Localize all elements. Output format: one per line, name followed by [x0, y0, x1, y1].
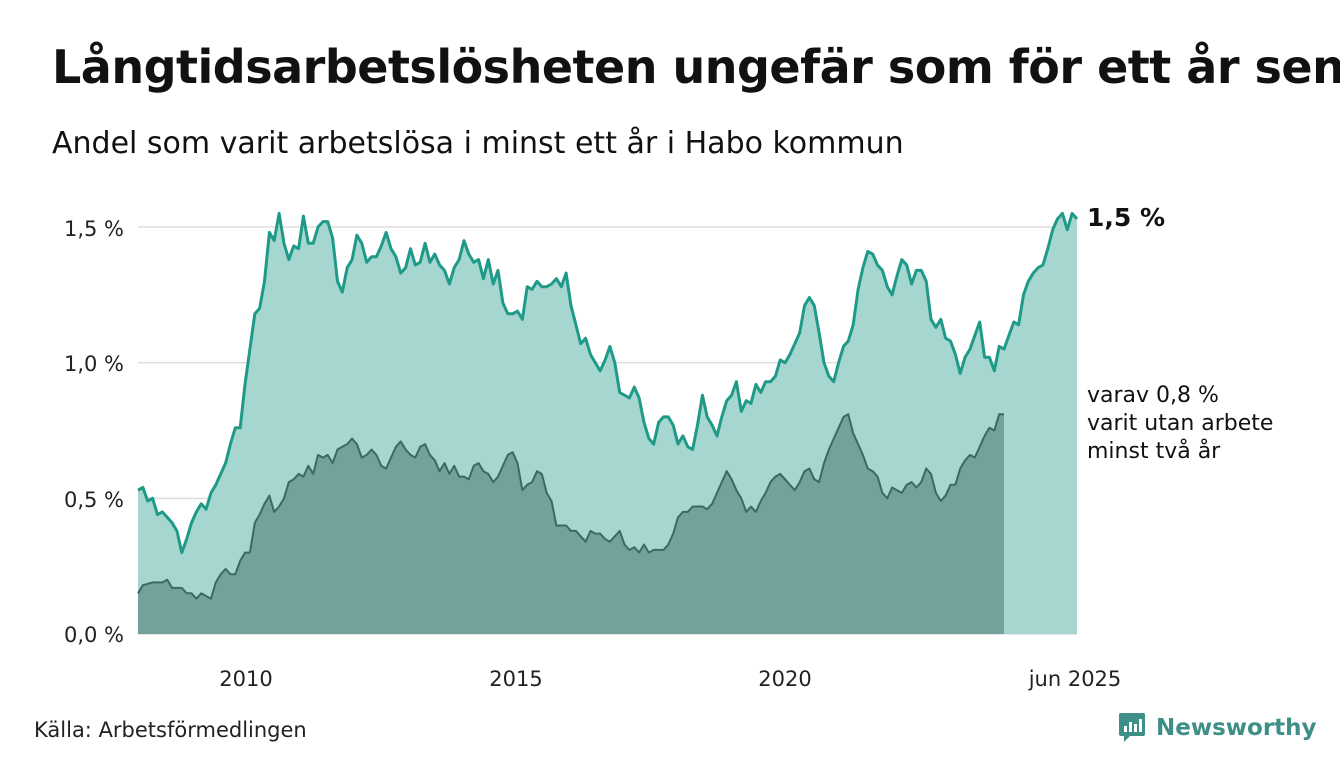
sub-series-label-line1: varav 0,8 %	[1087, 383, 1219, 408]
series-line-minst_ett_ar	[137, 211, 1079, 555]
sub-series-label-line3: minst två år	[1087, 438, 1221, 464]
brand-name: Newsworthy	[1156, 715, 1317, 741]
x-tick-label: 2015	[489, 667, 542, 691]
series-line-minst_tva_ar	[137, 413, 1004, 600]
series-area-minst_tva_ar	[138, 414, 1004, 634]
last-value-label: 1,5 %	[1087, 203, 1165, 232]
area-chart: 0,0 % 0,5 % 1,0 % 1,5 % 2010 2015 2020 j…	[64, 203, 1273, 691]
x-tick-label: jun 2025	[1028, 667, 1122, 691]
y-tick-label: 1,5 %	[64, 217, 124, 241]
sub-series-label-line2: varit utan arbete	[1087, 411, 1273, 436]
brand-logo: Newsworthy	[1118, 712, 1317, 744]
newsworthy-icon	[1119, 713, 1145, 742]
y-tick-label: 0,5 %	[64, 488, 124, 512]
source-note: Källa: Arbetsförmedlingen	[34, 718, 307, 742]
x-tick-label: 2010	[219, 667, 272, 691]
chart-areas	[137, 211, 1079, 634]
x-tick-label: 2020	[758, 667, 811, 691]
y-axis-ticks: 0,0 % 0,5 % 1,0 % 1,5 %	[64, 217, 124, 647]
chart-subtitle: Andel som varit arbetslösa i minst ett å…	[52, 126, 904, 161]
y-tick-label: 1,0 %	[64, 352, 124, 376]
x-axis-ticks: 2010 2015 2020 jun 2025	[219, 667, 1121, 691]
y-tick-label: 0,0 %	[64, 623, 124, 647]
chart-title: Långtidsarbetslösheten ungefär som för e…	[52, 40, 1340, 94]
